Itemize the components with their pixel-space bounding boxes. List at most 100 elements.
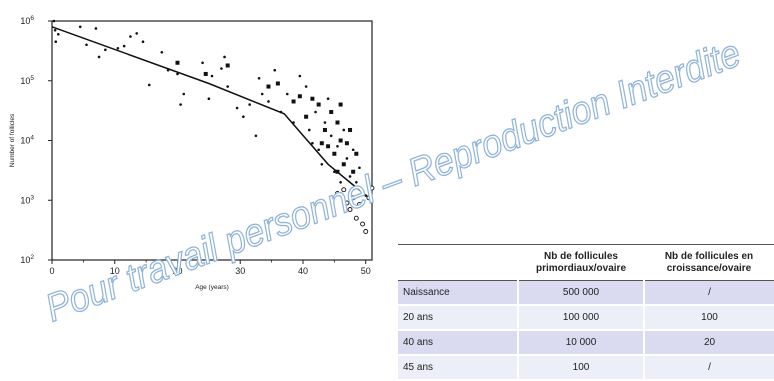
y-tick-label: 103	[20, 194, 34, 205]
data-point-dot	[304, 85, 308, 88]
data-point-open-circle	[347, 207, 353, 212]
data-point-dot	[307, 128, 311, 132]
y-tick-label: 105	[20, 75, 34, 86]
data-point-dot	[333, 170, 336, 174]
croissance-value: /	[643, 280, 774, 305]
data-point-dot	[279, 110, 283, 114]
data-point-open-circle	[353, 215, 359, 221]
data-point-dot	[147, 83, 151, 87]
data-point-dot	[226, 85, 229, 88]
data-point-square	[319, 141, 324, 146]
y-tick-label: 106	[20, 15, 34, 26]
data-point-dot	[97, 55, 101, 59]
data-point-dot	[54, 40, 58, 44]
data-point-dot	[257, 76, 261, 80]
table-header-croissance: Nb de follicules en croissance/ovaire	[644, 245, 774, 281]
table-header-row: Nb de follicules primordiaux/ovaire Nb d…	[398, 244, 774, 281]
data-point-square	[335, 120, 340, 125]
table-header-empty	[398, 245, 518, 281]
table-row: 40 ans 10 000 20	[398, 330, 774, 355]
data-point-open-circle	[344, 200, 350, 206]
data-point-square	[344, 141, 349, 146]
row-label: Naissance	[398, 280, 518, 305]
chart-labels: 0 10 20 30 40 50 102 103 104 105 106 Age (years) Num…	[9, 15, 371, 291]
data-point-square	[203, 71, 208, 76]
table-header-primordiaux: Nb de follicules primordiaux/ovaire	[518, 245, 644, 281]
data-point-dot	[364, 194, 368, 197]
row-label: 45 ans	[398, 355, 518, 380]
data-point-dot	[135, 32, 139, 35]
chart-svg: 0 10 20 30 40 50 102 103 104 105 106 Age (years) Num…	[9, 15, 375, 291]
x-axis-label: Age (years)	[195, 284, 229, 291]
data-point-square	[348, 127, 353, 132]
data-point-dot	[223, 55, 226, 59]
y-tick-label: 102	[20, 254, 34, 265]
data-point-square	[341, 162, 346, 167]
data-point-dot	[220, 67, 223, 70]
header-croissance-line2: croissance/ovaire	[666, 263, 752, 274]
data-point-dot	[210, 74, 214, 78]
x-tick-label: 50	[361, 266, 371, 276]
data-point-dot	[355, 180, 358, 184]
data-point-dot	[116, 46, 120, 50]
primordiaux-value: 100 000	[517, 305, 644, 330]
data-point-open-circle	[366, 195, 372, 201]
data-point-open-circle	[369, 185, 375, 191]
data-point-square	[316, 102, 321, 107]
trend-line	[51, 26, 373, 201]
data-point-square	[326, 144, 331, 149]
data-point-dot	[323, 121, 327, 124]
y-tick-label: 104	[20, 135, 34, 146]
primordiaux-value: 100	[517, 355, 644, 380]
data-point-dot	[242, 115, 245, 119]
data-point-dot	[129, 35, 132, 38]
x-tick-label: 30	[235, 266, 245, 276]
data-point-square	[275, 81, 280, 86]
data-point-open-circle	[350, 195, 356, 201]
y-axis-label: Number of follicles	[9, 113, 16, 167]
data-point-dot	[85, 43, 88, 47]
croissance-value: /	[643, 355, 774, 380]
data-point-dot	[179, 103, 182, 106]
primordiaux-value: 500 000	[517, 280, 644, 305]
data-point-dot	[248, 103, 251, 106]
data-point-dot	[345, 157, 349, 160]
data-point-dot	[285, 92, 289, 96]
data-point-dot	[104, 48, 107, 52]
data-point-dot	[273, 68, 277, 72]
data-point-dot	[141, 40, 145, 44]
data-point-square	[338, 102, 343, 107]
data-point-open-circle	[335, 190, 340, 196]
data-point-dot	[317, 148, 320, 152]
chart-marks	[51, 19, 375, 234]
data-point-dot	[320, 162, 324, 166]
data-point-dot	[351, 148, 355, 152]
data-point-dot	[201, 61, 204, 65]
data-point-square	[304, 114, 309, 119]
table-row: Naissance 500 000 /	[398, 280, 774, 305]
follicle-table: Nb de follicules primordiaux/ovaire Nb d…	[398, 244, 774, 381]
data-point-dot	[342, 128, 346, 132]
data-point-dot	[358, 166, 361, 170]
data-point-dot	[94, 27, 98, 30]
data-point-dot	[254, 134, 258, 138]
data-point-square	[329, 109, 334, 114]
data-point-dot	[160, 50, 164, 54]
data-point-open-circle	[363, 229, 369, 234]
data-point-open-circle	[357, 202, 362, 207]
header-croissance-line1: Nb de follicules en	[664, 251, 754, 262]
data-point-square	[338, 138, 343, 143]
x-tick-label: 10	[110, 266, 120, 276]
x-tick-label: 40	[298, 266, 308, 276]
data-point-dot	[326, 97, 330, 101]
data-point-square	[310, 96, 315, 101]
header-primordiaux-line2: primordiaux/ovaire	[535, 263, 627, 274]
data-point-dot	[314, 110, 317, 114]
data-point-square	[225, 63, 230, 68]
x-tick-label: 0	[49, 266, 54, 276]
data-point-dot	[207, 97, 211, 101]
data-point-dot	[329, 134, 333, 138]
data-point-dot	[292, 121, 295, 124]
x-tick-label: 20	[172, 266, 182, 276]
data-point-square	[266, 84, 271, 89]
